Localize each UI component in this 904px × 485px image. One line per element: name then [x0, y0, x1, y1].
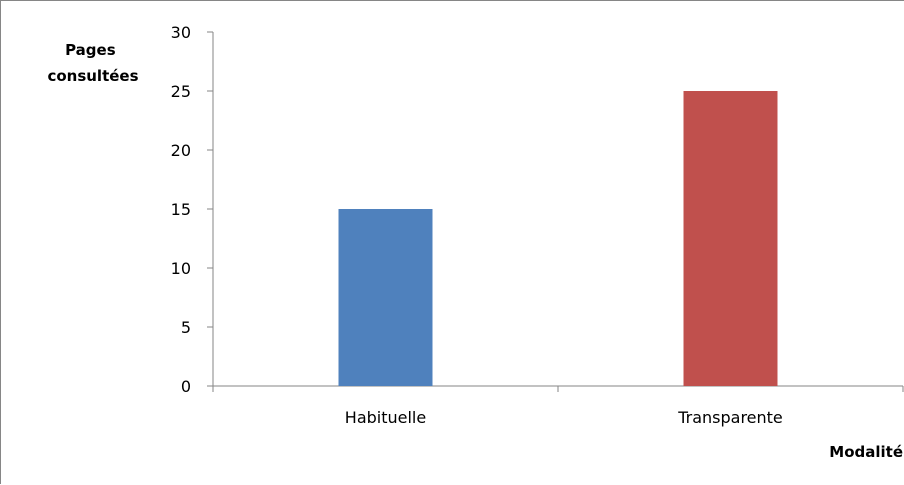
bar-habituelle: [338, 209, 433, 386]
y-tick-label: 30: [171, 23, 191, 42]
y-tick-label: 20: [171, 141, 191, 160]
category-labels: Habituelle Transparente: [345, 408, 783, 427]
y-tick-label: 10: [171, 259, 191, 278]
y-axis-title: Pages consultées: [47, 41, 138, 85]
y-axis-title-line-1: Pages: [65, 41, 116, 59]
category-label: Habituelle: [345, 408, 426, 427]
y-axis-title-line-2: consultées: [47, 67, 138, 85]
x-axis-title: Modalité: [829, 443, 903, 461]
y-tick-label: 25: [171, 82, 191, 101]
category-label: Transparente: [677, 408, 783, 427]
y-tick-label: 0: [181, 377, 191, 396]
y-tick-label: 5: [181, 318, 191, 337]
bar-transparente: [683, 91, 778, 386]
y-tick-label: 15: [171, 200, 191, 219]
axes: [212, 32, 903, 387]
y-axis-ticks: 0 5 10 15 20 25 30: [171, 23, 213, 396]
x-axis-ticks: [212, 386, 904, 392]
bars: [338, 91, 778, 386]
